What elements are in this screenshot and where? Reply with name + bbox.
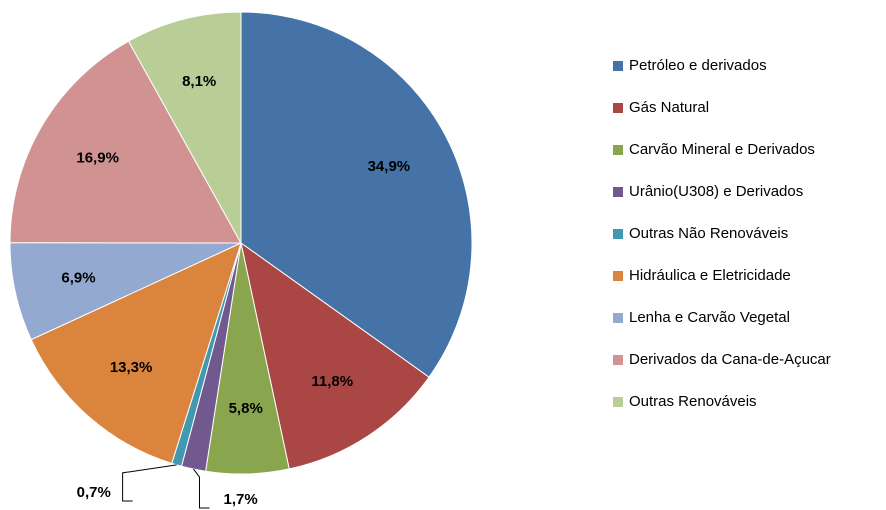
pie-slice [9, 40, 242, 244]
data-label: 34,9% [368, 158, 411, 175]
legend-label: Petróleo e derivados [629, 57, 767, 74]
legend-label: Urânio(U308) e Derivados [629, 183, 803, 200]
legend-swatch [613, 313, 623, 323]
legend-swatch [613, 355, 623, 365]
data-label: 13,3% [110, 359, 153, 376]
pie-slice [30, 242, 242, 465]
legend-swatch [613, 145, 623, 155]
legend-label: Outras Renováveis [629, 393, 757, 410]
legend-swatch [613, 187, 623, 197]
data-label: 5,8% [229, 400, 263, 417]
legend-label: Derivados da Cana-de-Açucar [629, 351, 831, 368]
data-label: 0,7% [77, 484, 111, 501]
pie-slice [240, 241, 430, 470]
pie-slice [240, 11, 473, 378]
legend-label: Hidráulica e Eletricidade [629, 267, 791, 284]
data-label: 8,1% [182, 73, 216, 90]
legend-swatch [613, 229, 623, 239]
data-label: 16,9% [76, 150, 119, 167]
data-label: 1,7% [223, 491, 257, 508]
legend-label: Carvão Mineral e Derivados [629, 141, 815, 158]
legend-label: Gás Natural [629, 99, 709, 116]
leader-line [193, 468, 210, 509]
data-label: 11,8% [311, 373, 353, 390]
data-label: 6,9% [61, 269, 95, 286]
legend-swatch [613, 61, 623, 71]
legend-swatch [613, 271, 623, 281]
legend-label: Lenha e Carvão Vegetal [629, 309, 790, 326]
legend-swatch [613, 397, 623, 407]
leader-line [122, 464, 177, 502]
legend-label: Outras Não Renováveis [629, 225, 788, 242]
pie-slice [127, 11, 242, 245]
legend-swatch [613, 103, 623, 113]
